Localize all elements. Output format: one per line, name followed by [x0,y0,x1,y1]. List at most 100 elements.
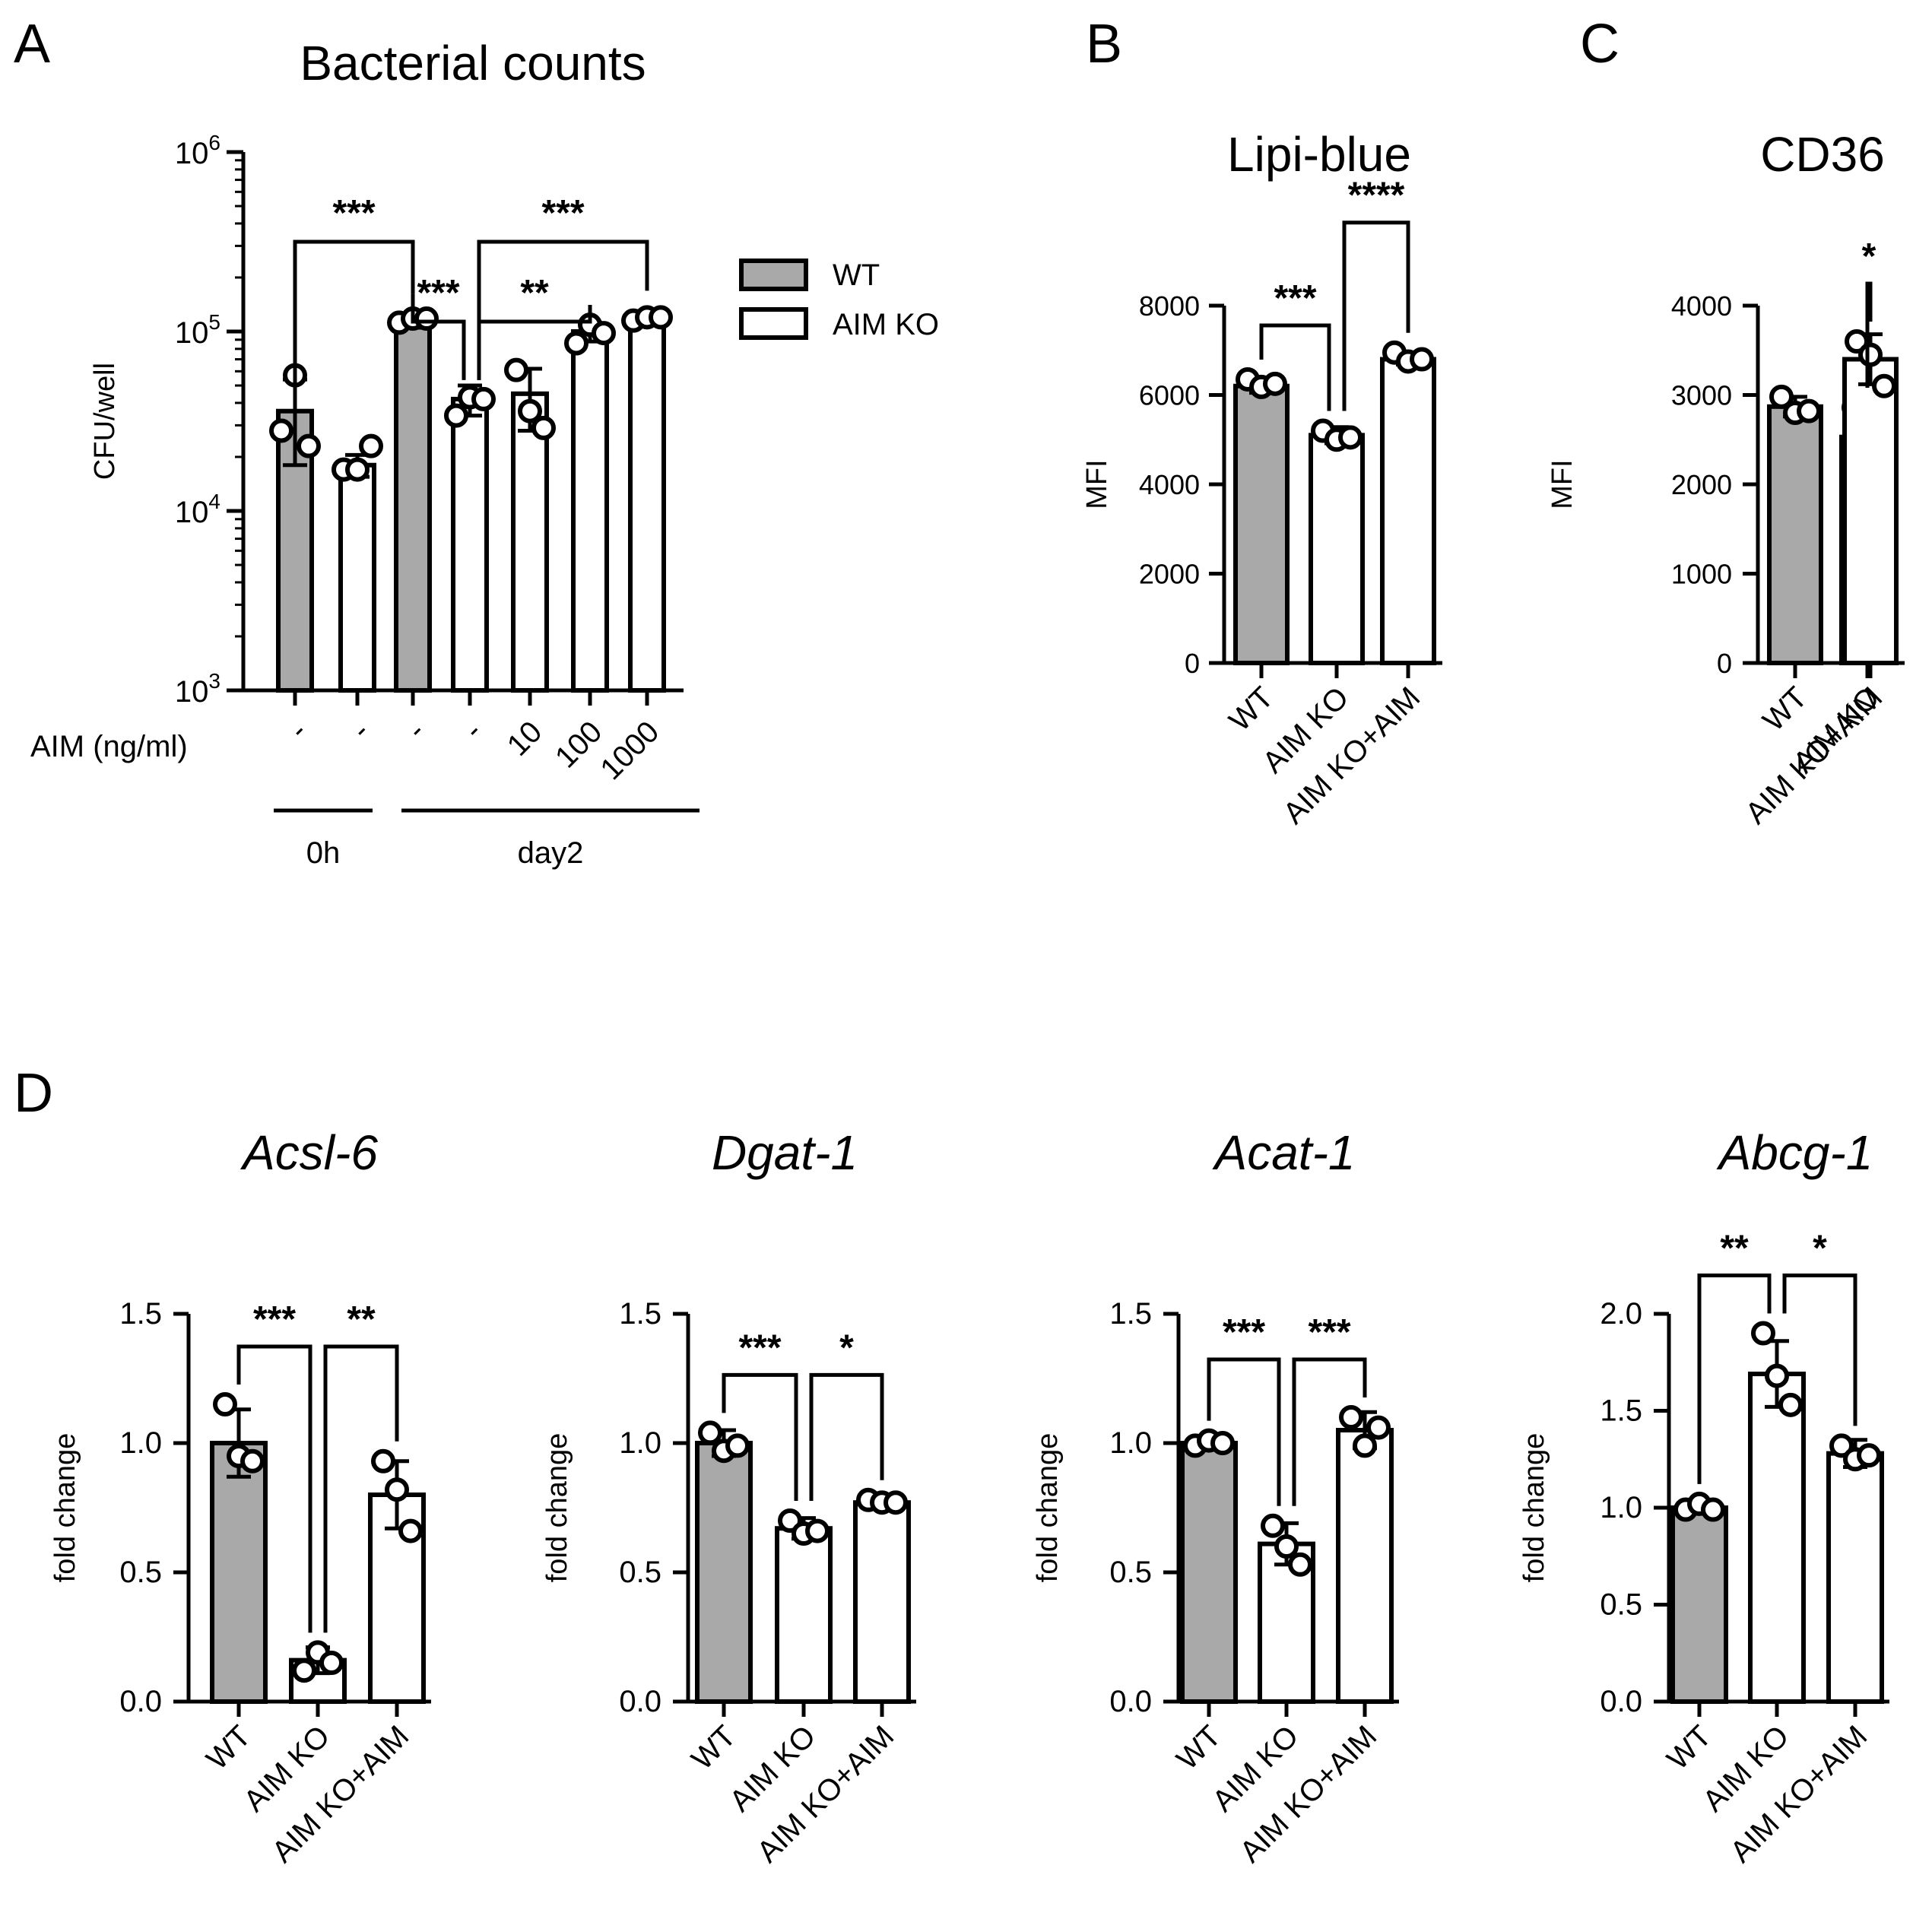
y-tick-label: 0 [1717,648,1732,679]
data-point [805,1518,830,1543]
legend-label-wt: WT [833,259,880,292]
data-point [414,306,439,331]
data-point [1769,384,1794,409]
y-axis-label: fold change [1518,1433,1550,1583]
group-label: 0h [306,836,341,870]
y-tick-label: 6000 [1139,380,1200,411]
bar [1767,404,1823,666]
data-point [518,398,542,423]
y-tick-label: 2000 [1671,469,1732,500]
y-tick-label: 1000 [1671,559,1732,590]
data-point [297,433,321,458]
data-point [1701,1497,1725,1522]
data-point [385,1477,409,1502]
data-point [1872,373,1896,398]
significance-bracket [1207,1357,1281,1506]
data-point [1765,1363,1789,1388]
y-tick-label: 1.5 [1600,1394,1642,1428]
data-point [698,1420,722,1445]
data-point [471,386,496,411]
significance-bracket [809,1372,884,1501]
x-category-label: 1000 [594,715,665,786]
data-point [1797,398,1821,423]
data-point [504,357,528,382]
data-point [1353,1433,1377,1458]
bar [1336,1428,1394,1704]
group-label: day2 [518,836,584,870]
significance-bracket [323,1344,399,1633]
y-tick-label: 2.0 [1600,1297,1642,1331]
data-point [649,305,673,330]
significance-label: *** [1308,1312,1350,1353]
significance-label: **** [1348,176,1405,216]
chart-title: Lipi-blue [1227,127,1411,182]
y-axis-label: fold change [1032,1433,1064,1583]
chart-a: Bacterial counts CFU/well 103 104 105 106 AIM … [30,36,700,870]
significance-label: ** [520,273,549,313]
significance-bracket [293,240,415,389]
chart-title: Acat-1 [1212,1125,1356,1180]
data-point [1366,1415,1391,1440]
chart-title: Acsl-6 [240,1125,378,1180]
y-tick-label: 0.0 [119,1685,162,1718]
data-point [1339,1405,1363,1429]
significance-bracket [477,240,649,380]
x-category-label: WT [1170,1719,1227,1776]
bar [338,462,376,693]
x-category-label: AIM KO+AIM [1233,1719,1383,1869]
data-point [1288,1552,1312,1577]
x-row-label: AIM (ng/ml) [30,730,188,763]
data-point [269,418,293,443]
bar [451,396,489,693]
significance-bracket [1342,220,1410,411]
bar [1748,1372,1806,1705]
data-point [1778,1392,1803,1417]
data-point [371,1448,395,1473]
y-tick-label: 0.0 [1109,1685,1152,1718]
significance-label: * [1813,1229,1827,1269]
bar [628,315,666,693]
data-point [1410,347,1434,372]
y-tick-label: 104 [175,490,220,529]
bar [853,1500,911,1704]
bar [1670,1505,1728,1704]
legend-swatch-wt [739,259,808,291]
y-tick-label: 106 [175,131,220,170]
significance-label: *** [332,193,375,233]
data-point [1261,1513,1285,1538]
y-tick-label: 1.0 [119,1426,162,1460]
significance-bracket [722,1372,798,1501]
data-point [1751,1321,1775,1346]
x-category-label: WT [685,1719,742,1776]
data-point [1338,425,1363,450]
y-tick-label: 8000 [1139,290,1200,322]
x-category-label: WT [1756,680,1813,738]
bar [775,1526,833,1704]
data-point [359,433,383,458]
data-point [213,1392,237,1416]
y-tick-label: 1.0 [1600,1491,1642,1524]
panel-letter-d: D [14,1063,53,1124]
data-point [1858,342,1883,367]
significance-label: *** [253,1299,296,1340]
significance-label: *** [417,273,459,313]
data-point [1210,1431,1235,1455]
y-tick-label: 4000 [1671,290,1732,322]
y-axis-label: fold change [541,1433,573,1583]
bar [394,318,432,693]
y-tick-label: 0 [1185,648,1200,679]
y-tick-label: 0.5 [619,1556,661,1589]
y-tick-label: 0.5 [1109,1556,1152,1589]
bar [210,1441,268,1704]
data-point [725,1433,750,1458]
significance-bracket [1865,281,1873,388]
x-category-label: - [401,715,432,746]
data-point [444,403,468,428]
significance-label: ** [1720,1229,1749,1269]
significance-bracket [236,1344,312,1633]
y-axis-label: MFI [1081,459,1113,509]
